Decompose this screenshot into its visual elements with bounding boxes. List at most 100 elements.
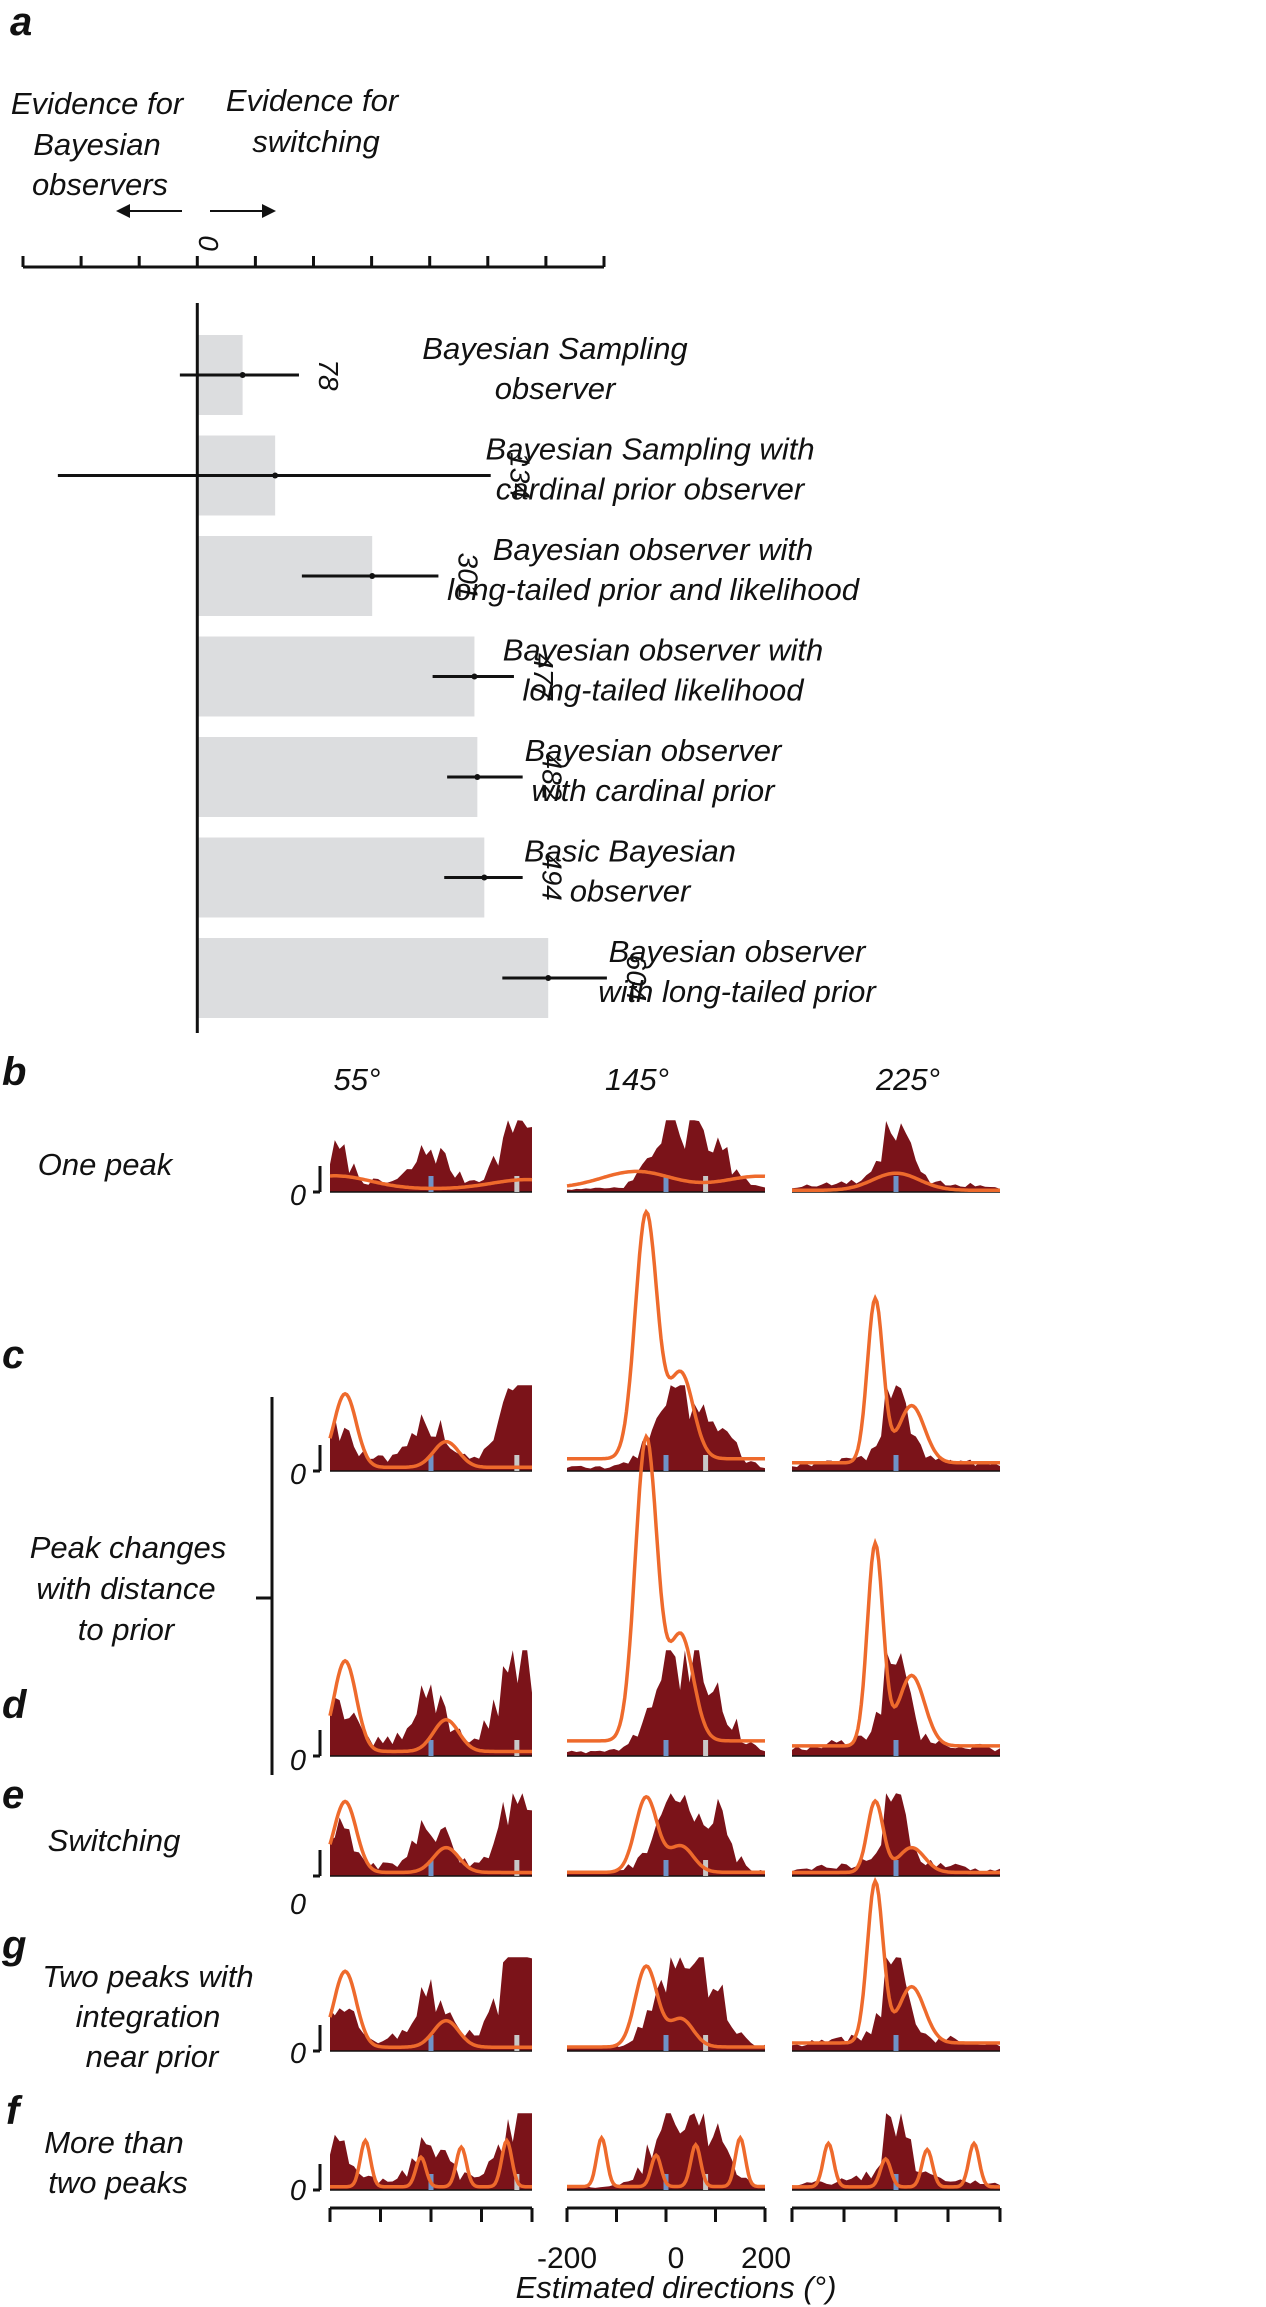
bar-category-label: Bayesian observer with — [503, 633, 824, 668]
model-prediction-line — [567, 1433, 765, 1743]
model-prediction-line — [328, 1799, 532, 1875]
motion-marker — [663, 1455, 669, 1471]
data-histogram — [567, 2113, 765, 2190]
left-evidence-label-line-1: Evidence for — [11, 86, 185, 121]
row-b — [313, 1120, 1000, 1194]
row-e — [313, 1793, 1000, 1878]
zero-label-d: 0 — [290, 1745, 306, 1777]
bar-value-label: 494 — [537, 854, 568, 901]
evidence-header: Evidence for Bayesian observers Evidence… — [11, 83, 400, 251]
panel-label-c: c — [2, 1333, 24, 1377]
error-bar-center — [272, 472, 279, 479]
model-prediction-line — [566, 1169, 766, 1188]
x-tick-label-neg200: -200 — [537, 2242, 597, 2275]
bar — [197, 837, 485, 918]
motion-marker — [893, 2035, 899, 2051]
zero-label-a: 0 — [193, 235, 224, 251]
data-histogram — [567, 1650, 765, 1756]
data-histogram — [567, 1957, 765, 2051]
model-prediction-line — [792, 1798, 1000, 1875]
model-prediction-line — [567, 2134, 765, 2189]
zero-label-g: 0 — [290, 2038, 306, 2070]
row-label-one-peak: One peak — [38, 1147, 174, 1182]
bar-category-label: Basic Bayesian — [524, 834, 736, 869]
x-tick-label-0: 0 — [668, 2242, 685, 2275]
bar-category-label: Bayesian observer — [525, 733, 783, 768]
panel-label-e: e — [2, 1773, 24, 1817]
header-55: 55° — [334, 1062, 381, 1097]
bar-category-label: Bayesian observer with — [493, 532, 814, 567]
panel-label-b: b — [2, 1050, 26, 1094]
bar-category-label: Bayesian observer — [609, 934, 867, 969]
zero-label-e: 0 — [290, 1889, 306, 1921]
motion-marker — [663, 1740, 669, 1756]
motion-marker — [428, 1176, 434, 1192]
model-prediction-line — [567, 1794, 765, 1875]
bar-category-label: observer — [495, 371, 617, 406]
bar — [197, 938, 549, 1018]
header-145: 145° — [605, 1062, 669, 1097]
data-histogram — [567, 1385, 765, 1471]
panel-label-f: f — [6, 2089, 23, 2133]
bar-category-label: Bayesian Sampling — [422, 331, 687, 366]
data-histogram — [792, 1793, 1000, 1876]
bar-category-label: cardinal prior observer — [496, 472, 806, 507]
motion-marker — [428, 1455, 434, 1471]
error-bar-center — [369, 573, 376, 579]
error-bar-center — [545, 975, 552, 981]
row-label-more-peaks-2: two peaks — [48, 2165, 188, 2200]
model-prediction-line — [792, 1876, 1000, 2045]
motion-marker — [663, 1176, 669, 1192]
motion-marker — [428, 1740, 434, 1756]
model-prediction-line — [330, 2137, 532, 2189]
prior-marker — [514, 1455, 520, 1471]
model-prediction-line — [567, 1964, 765, 2049]
header-225: 225° — [875, 1062, 940, 1097]
small-multiples — [313, 1120, 1002, 2222]
error-bar-center — [474, 774, 481, 780]
row-label-two-peaks-2: integration — [76, 1999, 221, 2034]
prior-marker — [514, 1740, 520, 1756]
motion-marker — [893, 1740, 899, 1756]
right-evidence-label-line-2: switching — [252, 124, 380, 159]
panel-label-d: d — [2, 1683, 28, 1727]
row-label-two-peaks-3: near prior — [86, 2039, 220, 2074]
row-label-peak-changes-2: with distance — [36, 1571, 215, 1606]
bar-value-label: 604 — [621, 955, 652, 1002]
bar-category-label: observer — [570, 874, 692, 909]
bar-category-label: long-tailed likelihood — [523, 673, 806, 708]
motion-marker — [663, 1860, 669, 1876]
left-evidence-label-line-3: observers — [32, 167, 168, 202]
model-prediction-line — [792, 1537, 1000, 1748]
motion-marker — [893, 1455, 899, 1471]
model-prediction-line — [328, 1658, 532, 1754]
prior-marker — [703, 1455, 709, 1471]
data-histogram — [567, 1120, 765, 1192]
model-prediction-line — [792, 1171, 1000, 1193]
row-label-more-peaks-1: More than — [44, 2125, 184, 2160]
bar-value-label: 301 — [452, 553, 483, 600]
zero-label-c: 0 — [290, 1459, 306, 1491]
bar-value-label: 134 — [505, 452, 536, 499]
prior-marker — [514, 1176, 520, 1192]
motion-marker — [428, 2035, 434, 2051]
error-bar-center — [481, 874, 488, 881]
row-d — [313, 1433, 1000, 1758]
row-label-two-peaks-1: Two peaks with — [42, 1959, 253, 1994]
motion-marker — [893, 1176, 899, 1192]
data-histogram — [792, 1121, 1000, 1192]
bar — [197, 737, 478, 817]
right-evidence-label-line-1: Evidence for — [226, 83, 400, 118]
data-histogram — [330, 1650, 532, 1756]
bar-value-label: 78 — [313, 359, 344, 391]
motion-marker — [428, 1860, 434, 1876]
data-histogram — [330, 2113, 532, 2190]
data-histogram — [792, 2113, 1000, 2190]
row-f — [313, 2113, 1000, 2192]
model-prediction-line — [792, 2140, 1000, 2189]
motion-marker — [663, 2035, 669, 2051]
panel-label-a: a — [10, 0, 32, 44]
x-axis-label: Estimated directions (°) — [516, 2270, 837, 2305]
